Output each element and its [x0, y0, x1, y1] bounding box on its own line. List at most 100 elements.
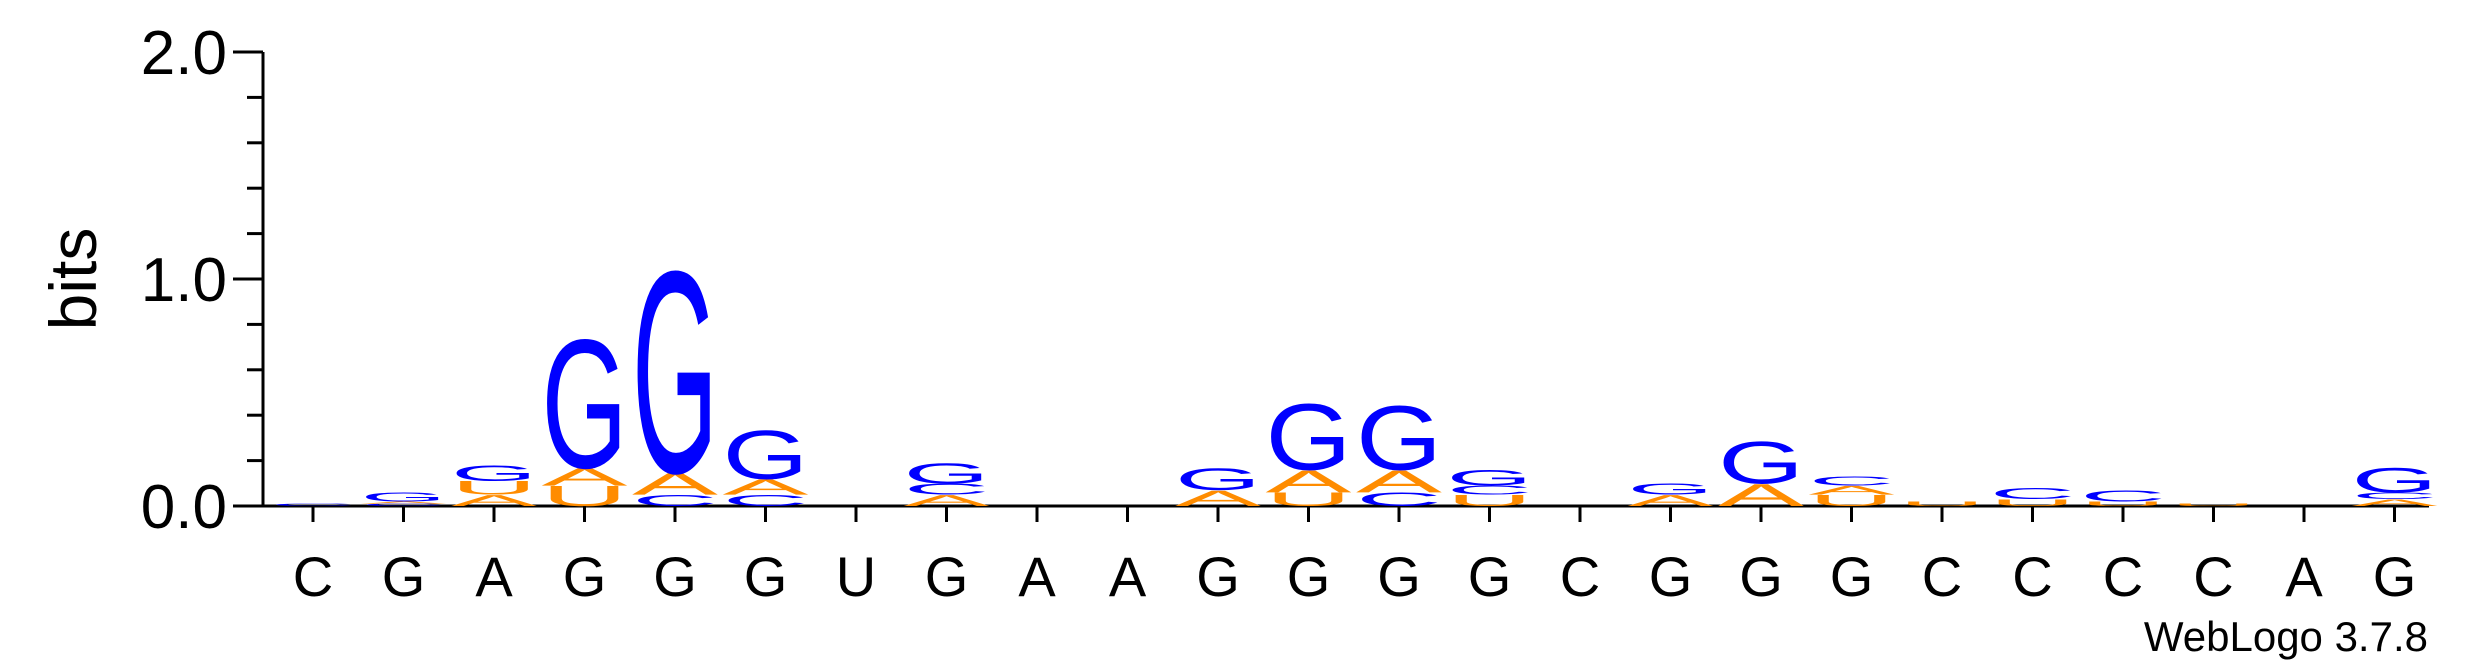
logo-glyph: A	[542, 463, 628, 491]
logo-glyph: C	[904, 480, 990, 498]
logo-glyph: G	[904, 458, 990, 490]
logo-letter-C: C	[1447, 483, 1533, 497]
x-tick-label: G	[1196, 545, 1240, 608]
logo-letter-G: G	[904, 458, 990, 490]
logo-glyph: U	[2171, 503, 2257, 507]
x-tick-label: G	[1830, 545, 1874, 608]
logo-glyph: G	[451, 461, 537, 486]
logo-letter-G: G	[1447, 466, 1533, 491]
logo-glyph: A	[1809, 483, 1895, 497]
logo-glyph: A	[361, 501, 447, 505]
logo-glyph: C	[1356, 489, 1442, 510]
logo-letter-A: A	[451, 492, 538, 510]
y-ticks: 0.0 1.0 2.0	[141, 19, 263, 542]
logo-letter-A: A	[904, 492, 991, 510]
x-tick-label: G	[1468, 545, 1512, 608]
x-tick-label: G	[382, 545, 426, 608]
logo-letter-G: G	[451, 461, 537, 486]
logo-glyph: C	[1809, 474, 1895, 488]
x-tick-label: U	[836, 545, 876, 608]
logo-letter-G: G	[1718, 428, 1804, 496]
logo-glyph: G	[542, 303, 628, 508]
x-tick-label: C	[1560, 545, 1600, 608]
logo-letter-G: G	[542, 303, 628, 508]
y-tick-label: 1.0	[141, 246, 227, 315]
x-tick-label: G	[1377, 545, 1421, 608]
logo-letter-C: C	[904, 480, 990, 498]
logo-letter-C: C	[1990, 485, 2076, 503]
x-tick-label: C	[2193, 545, 2233, 608]
logo-glyph: C	[723, 492, 809, 510]
x-tick-label: G	[563, 545, 607, 608]
x-tick-label: A	[475, 545, 513, 608]
logo-letter-C: C	[361, 503, 447, 507]
logo-glyph: C	[2351, 491, 2437, 502]
logo-glyph: A	[904, 492, 991, 510]
logo-letter-G: G	[1356, 386, 1442, 489]
y-tick-label: 0.0	[141, 473, 227, 542]
logo-letter-G: G	[1175, 462, 1261, 497]
logo-glyph: C	[361, 503, 447, 507]
logo-glyph: A	[2352, 497, 2438, 508]
logo-glyph: A	[1628, 492, 1715, 510]
x-tick-label: G	[653, 545, 697, 608]
logo-glyph: U	[1447, 492, 1533, 510]
logo-glyph: U	[1989, 497, 2075, 508]
logo-glyph: A	[632, 466, 719, 501]
logo-letter-A: A	[1356, 464, 1443, 499]
logo-glyph: U	[1809, 492, 1895, 510]
weblogo-credit: WebLogo 3.7.8	[2144, 613, 2428, 660]
y-axis-label: bits	[36, 228, 110, 331]
logo-glyph: U	[451, 478, 537, 499]
logo-letter-U: U	[1899, 500, 1985, 507]
logo-glyph: U	[1899, 500, 1985, 507]
logo-glyph: G	[1447, 466, 1533, 491]
logo-glyph: C	[2080, 487, 2166, 505]
x-tick-label: C	[293, 545, 333, 608]
logo-letter-A: A	[632, 466, 719, 501]
logo-glyph: G	[632, 212, 718, 534]
logo-glyph: A	[451, 492, 538, 510]
logo-letter-G: G	[632, 212, 718, 534]
logo-glyph: G	[361, 490, 447, 504]
logo-letter-C: C	[1809, 474, 1895, 488]
logo-glyph: C	[270, 503, 356, 507]
logo-letter-A: A	[361, 501, 447, 505]
x-tick-label: G	[744, 545, 788, 608]
x-tick-label: A	[1109, 545, 1147, 608]
logo-glyph: G	[2352, 461, 2438, 500]
logo-letter-G: G	[723, 415, 809, 493]
logo-glyph: A	[723, 475, 809, 500]
logo-letter-C: C	[723, 492, 809, 510]
logo-glyph: A	[1356, 464, 1443, 499]
logo-glyph: C	[632, 492, 718, 510]
logo-letter-U: U	[1809, 492, 1895, 510]
x-tick-label: G	[925, 545, 969, 608]
logo-letter-C: C	[2351, 491, 2437, 502]
x-tick-label: C	[1922, 545, 1962, 608]
logo-glyph: C	[1447, 483, 1533, 497]
logo-glyph: A	[1265, 464, 1352, 499]
logo-glyph: G	[1266, 384, 1352, 490]
logo-letter-U: U	[1989, 497, 2075, 508]
x-tick-label: G	[1287, 545, 1331, 608]
logo-letter-U: U	[1447, 492, 1533, 510]
x-tick-label: G	[2373, 545, 2417, 608]
logo-letter-G: G	[1266, 384, 1352, 490]
logo-letter-C: C	[270, 503, 356, 507]
logo-glyph: G	[723, 415, 809, 493]
y-tick-label: 2.0	[141, 19, 227, 88]
logo-letter-U: U	[451, 478, 537, 499]
logo-glyph: G	[1356, 386, 1442, 489]
logo-letter-G: G	[2352, 461, 2438, 500]
x-tick-label: A	[2285, 545, 2323, 608]
x-tick-label: G	[1739, 545, 1783, 608]
logo-letter-A: A	[2352, 497, 2438, 508]
logo-letter-C: C	[1356, 489, 1442, 510]
logo-glyph: G	[1628, 480, 1714, 498]
logo-letter-A: A	[1628, 492, 1715, 510]
logo-letter-C: C	[632, 492, 718, 510]
